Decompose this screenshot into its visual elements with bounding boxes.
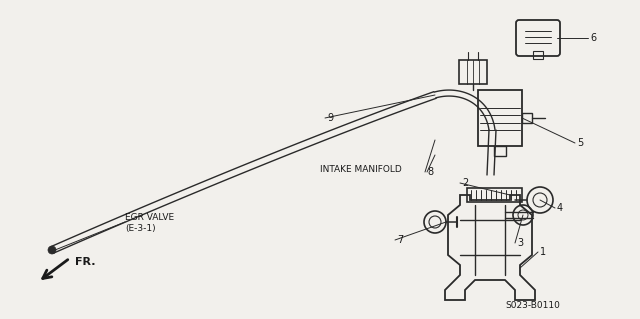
- Bar: [478, 90, 522, 146]
- Text: 3: 3: [517, 238, 523, 248]
- Text: INTAKE MANIFOLD: INTAKE MANIFOLD: [320, 166, 402, 174]
- Bar: [467, 188, 522, 202]
- Text: FR.: FR.: [75, 257, 95, 267]
- Text: 7: 7: [397, 235, 403, 245]
- Circle shape: [48, 246, 56, 254]
- Text: 1: 1: [540, 247, 546, 257]
- Text: 2: 2: [462, 178, 468, 188]
- Text: 9: 9: [327, 113, 333, 123]
- Text: EGR VALVE: EGR VALVE: [125, 213, 174, 222]
- Text: 5: 5: [577, 138, 583, 148]
- Text: 8: 8: [427, 167, 433, 177]
- Text: 4: 4: [557, 203, 563, 213]
- Bar: [522, 113, 532, 123]
- Text: 6: 6: [590, 33, 596, 43]
- Text: S023-B0110: S023-B0110: [505, 300, 560, 309]
- Text: (E-3-1): (E-3-1): [125, 224, 156, 233]
- Bar: [533, 51, 543, 59]
- Bar: [459, 60, 487, 84]
- Bar: [494, 146, 506, 156]
